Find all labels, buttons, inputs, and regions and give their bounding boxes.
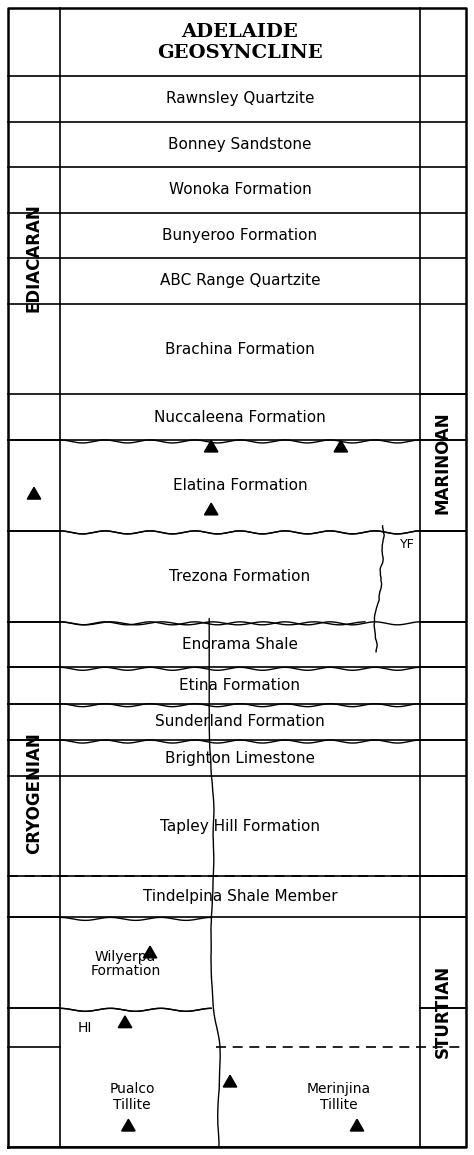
Text: Wonoka Formation: Wonoka Formation: [169, 182, 311, 198]
Text: MARINOAN: MARINOAN: [434, 411, 452, 514]
Text: YF: YF: [400, 538, 415, 551]
Polygon shape: [118, 1016, 132, 1028]
Polygon shape: [27, 487, 41, 499]
Text: Bunyeroo Formation: Bunyeroo Formation: [163, 228, 318, 243]
Text: Formation: Formation: [91, 964, 161, 978]
Text: Nuccaleena Formation: Nuccaleena Formation: [154, 410, 326, 425]
Text: Enorama Shale: Enorama Shale: [182, 638, 298, 653]
Polygon shape: [204, 504, 218, 515]
Polygon shape: [122, 1119, 135, 1131]
Text: Sunderland Formation: Sunderland Formation: [155, 714, 325, 729]
Text: Merinjina: Merinjina: [307, 1082, 371, 1096]
Text: HI: HI: [78, 1021, 92, 1035]
Polygon shape: [143, 946, 157, 957]
Text: Trezona Formation: Trezona Formation: [169, 569, 310, 584]
Polygon shape: [223, 1075, 237, 1087]
Text: Etina Formation: Etina Formation: [180, 678, 301, 693]
Text: ABC Range Quartzite: ABC Range Quartzite: [160, 274, 320, 289]
Text: ADELAIDE
GEOSYNCLINE: ADELAIDE GEOSYNCLINE: [157, 23, 323, 61]
Text: Tapley Hill Formation: Tapley Hill Formation: [160, 819, 320, 834]
Text: Brighton Limestone: Brighton Limestone: [165, 751, 315, 766]
Text: Wilyerpa: Wilyerpa: [95, 949, 156, 964]
Polygon shape: [204, 440, 218, 452]
Text: Elatina Formation: Elatina Formation: [173, 478, 307, 493]
Text: CRYOGENIAN: CRYOGENIAN: [25, 732, 43, 855]
Polygon shape: [334, 440, 347, 452]
Polygon shape: [350, 1119, 364, 1131]
Text: Tillite: Tillite: [113, 1098, 151, 1112]
Text: Tindelpina Shale Member: Tindelpina Shale Member: [143, 889, 337, 904]
Text: Brachina Formation: Brachina Formation: [165, 342, 315, 357]
Text: STURTIAN: STURTIAN: [434, 966, 452, 1058]
Text: Tillite: Tillite: [320, 1098, 358, 1112]
Text: EDIACARAN: EDIACARAN: [25, 203, 43, 313]
Text: Rawnsley Quartzite: Rawnsley Quartzite: [166, 91, 314, 106]
Text: Pualco: Pualco: [109, 1082, 155, 1096]
Text: Bonney Sandstone: Bonney Sandstone: [168, 137, 312, 152]
